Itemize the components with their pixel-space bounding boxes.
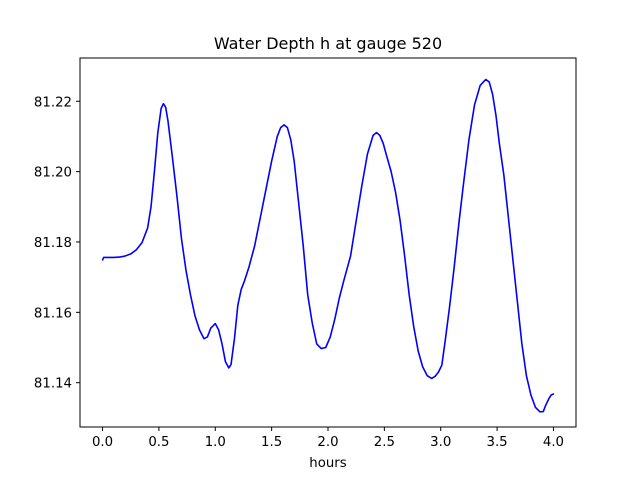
y-tick-label: 81.18	[34, 236, 72, 251]
x-tick-label: 4.0	[543, 435, 564, 450]
y-tick-label: 81.14	[34, 377, 72, 392]
series-line-water-depth	[101, 78, 555, 413]
chart-title: Water Depth h at gauge 520	[214, 34, 442, 53]
x-axis: 0.0 0.5 1.0 1.5 2.0 2.5 3.0 3.5 4.0	[92, 427, 564, 450]
x-tick-label: 2.0	[317, 435, 338, 450]
y-tick-label: 81.20	[34, 166, 72, 181]
x-tick-label: 3.5	[487, 435, 508, 450]
x-tick-label: 2.5	[374, 435, 395, 450]
x-tick-label: 3.0	[430, 435, 451, 450]
y-tick-label: 81.16	[34, 306, 72, 321]
x-axis-label: hours	[309, 456, 346, 471]
plot-area	[101, 78, 555, 413]
x-tick-label: 1.5	[261, 435, 282, 450]
x-tick-label: 0.0	[92, 435, 113, 450]
y-tick-label: 81.22	[34, 95, 72, 110]
x-tick-label: 0.5	[148, 435, 169, 450]
x-tick-label: 1.0	[205, 435, 226, 450]
y-axis: 81.14 81.16 81.18 81.20 81.22	[34, 95, 80, 392]
